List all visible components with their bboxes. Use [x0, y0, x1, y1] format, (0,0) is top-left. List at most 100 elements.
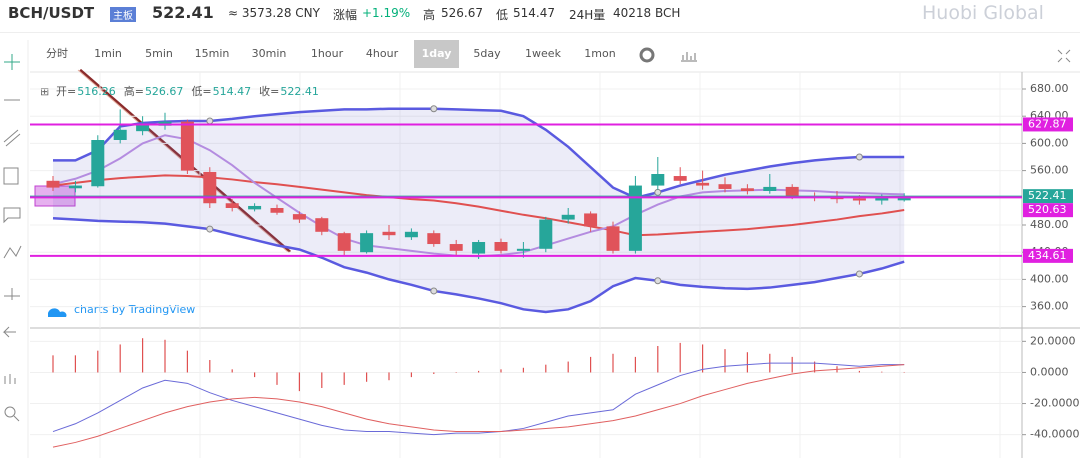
band-fill: [53, 108, 905, 313]
macd-bar: [500, 369, 502, 373]
candle-body: [46, 180, 60, 188]
candle-body: [651, 174, 665, 186]
band-node: [206, 225, 214, 233]
band-node: [206, 117, 214, 125]
y-tick-label: -40.0000: [1030, 428, 1079, 441]
macd-bar: [321, 372, 323, 388]
candle-body: [539, 219, 553, 249]
macd-bar: [74, 355, 76, 373]
candle-body: [718, 184, 732, 189]
settings-icon[interactable]: [639, 47, 655, 63]
candle-body: [248, 205, 262, 210]
side-icons: [2, 49, 1071, 422]
y-tick-label: 360.00: [1030, 300, 1069, 313]
candle-body: [292, 214, 306, 220]
ohlc-value: 526.67: [145, 85, 184, 98]
change-label: 涨幅: [333, 8, 358, 22]
interval-button[interactable]: 1hour: [310, 47, 344, 60]
candle-body: [225, 203, 239, 208]
y-tick-label: 560.00: [1030, 164, 1069, 177]
price-label: 522.41: [1028, 189, 1067, 202]
interval-button[interactable]: 5min: [145, 47, 173, 60]
candle-body: [427, 233, 441, 245]
interval-button[interactable]: 1mon: [584, 47, 616, 60]
macd-bar: [343, 372, 345, 385]
macd-bar: [814, 361, 816, 373]
ohlc-value: 514.47: [213, 85, 252, 98]
interval-button[interactable]: 1day: [414, 40, 459, 68]
macd-bar: [164, 339, 166, 373]
macd-bar: [254, 372, 256, 378]
band-node: [855, 153, 863, 161]
band-node: [430, 105, 438, 113]
vol: 40218 BCH: [613, 6, 681, 20]
macd-bar: [567, 361, 569, 373]
macd-bar: [746, 352, 748, 373]
macd-bar: [433, 372, 435, 374]
macd-bar: [142, 338, 144, 373]
candle-body: [113, 129, 127, 140]
indicator-line: [52, 174, 905, 237]
candle-body: [203, 171, 217, 204]
price-label-box: [1023, 117, 1073, 132]
macd-bar: [881, 371, 883, 373]
macd-bar: [97, 350, 99, 373]
candle-body: [740, 188, 754, 191]
back-icon: [2, 326, 16, 338]
interval-button[interactable]: 15min: [194, 47, 230, 60]
macd-bar: [724, 349, 726, 373]
interval-button[interactable]: 分时: [46, 47, 68, 60]
macd-bar: [522, 367, 524, 373]
macd-bar: [702, 344, 704, 373]
macd-bar: [545, 364, 547, 373]
candle-body: [404, 231, 418, 238]
ohlc-label: 收=: [259, 84, 279, 98]
y-tick-label: 480.00: [1030, 218, 1069, 231]
candle-body: [180, 121, 194, 171]
macd-bar: [276, 372, 278, 385]
ohlc-label: 低=: [191, 85, 211, 98]
candle-body: [673, 176, 687, 181]
zoom-icon: [4, 406, 16, 418]
logo: Huobi Global: [922, 2, 1044, 24]
indicator-icon: [681, 52, 697, 62]
macd-bar: [679, 342, 681, 373]
interval-button[interactable]: 1week: [525, 47, 561, 60]
candle-body: [472, 242, 486, 254]
price-label: 434.61: [1028, 249, 1067, 262]
interval-button[interactable]: 4hour: [365, 47, 399, 60]
y-tick-label: 400.00: [1030, 272, 1069, 285]
price-label: 520.63: [1028, 203, 1067, 216]
band-node: [430, 287, 438, 295]
macd-bar: [455, 372, 457, 373]
cross-icon: [4, 54, 20, 70]
interval-button[interactable]: 30min: [251, 47, 287, 60]
pair: BCH/USDT: [8, 4, 95, 22]
candle-body: [875, 197, 889, 201]
y-tick-label: 680.00: [1030, 82, 1069, 95]
price-label-box: [1023, 248, 1073, 263]
candle-body: [270, 208, 284, 213]
ohlc-icon: ⊞: [40, 85, 49, 98]
macd-bar: [119, 344, 121, 373]
price: 522.41: [152, 3, 214, 22]
cny: ≈ 3573.28 CNY: [228, 6, 320, 20]
macd-bar: [657, 346, 659, 373]
price-label: 627.87: [1028, 117, 1067, 130]
zoom-icon-handle: [13, 415, 20, 422]
macd-bar: [231, 369, 233, 373]
macd-bar: [634, 356, 636, 373]
macd-bar: [410, 372, 412, 378]
macd-bar: [590, 356, 592, 373]
interval-button[interactable]: 1min: [94, 47, 122, 60]
candle-body: [606, 226, 620, 251]
interval-button[interactable]: 5day: [473, 47, 501, 60]
macd-bar: [612, 353, 614, 373]
change: +1.19%: [362, 6, 411, 20]
candle-body: [91, 140, 105, 187]
hist-icon: [4, 374, 16, 384]
macd-bar: [298, 372, 300, 392]
low: 514.47: [513, 6, 555, 20]
fib-icon: [3, 129, 21, 147]
